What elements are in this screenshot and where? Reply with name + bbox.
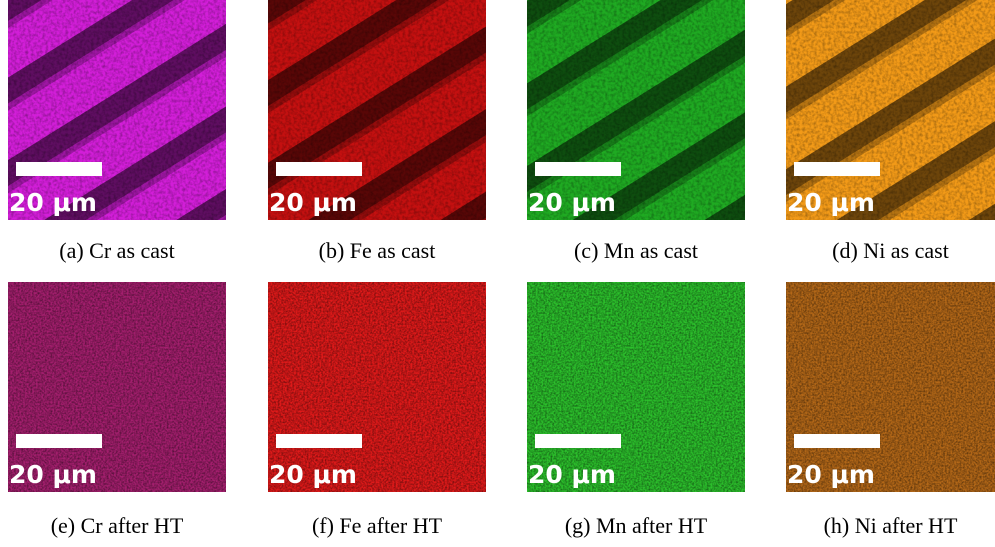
map-grain	[527, 282, 745, 492]
panel: 20 μm (f) Fe after HT	[268, 282, 486, 538]
panel: 20 μm (a) Cr as cast	[8, 0, 226, 263]
scale-bar-label: 20 μm	[9, 188, 97, 217]
map-grain	[527, 0, 745, 220]
caption: (b) Fe as cast	[319, 238, 436, 263]
scale-bar	[16, 434, 102, 448]
scale-bar-label: 20 μm	[269, 188, 357, 217]
scale-bar	[794, 434, 880, 448]
scale-bar-label: 20 μm	[787, 460, 875, 489]
scale-bar	[276, 162, 362, 176]
scale-bar	[535, 162, 621, 176]
caption: (d) Ni as cast	[832, 238, 949, 263]
scale-bar-label: 20 μm	[787, 188, 875, 217]
caption: (c) Mn as cast	[574, 238, 698, 263]
panel: 20 μm (e) Cr after HT	[8, 282, 226, 538]
map-grain	[268, 0, 486, 220]
caption: (h) Ni after HT	[824, 513, 958, 538]
scale-bar-label: 20 μm	[9, 460, 97, 489]
panel: 20 μm (b) Fe as cast	[268, 0, 486, 263]
caption: (g) Mn after HT	[565, 513, 708, 538]
panel: 20 μm (c) Mn as cast	[527, 0, 745, 263]
caption: (e) Cr after HT	[51, 513, 184, 538]
scale-bar	[276, 434, 362, 448]
caption: (a) Cr as cast	[59, 238, 174, 263]
caption: (f) Fe after HT	[312, 513, 443, 538]
map-grain	[8, 0, 226, 220]
map-grain	[268, 282, 486, 492]
panel: 20 μm (h) Ni after HT	[786, 282, 995, 538]
scale-bar	[535, 434, 621, 448]
scale-bar-label: 20 μm	[528, 460, 616, 489]
panel: 20 μm (g) Mn after HT	[527, 282, 745, 538]
scale-bar	[16, 162, 102, 176]
panel: 20 μm (d) Ni as cast	[786, 0, 995, 263]
scale-bar	[794, 162, 880, 176]
scale-bar-label: 20 μm	[269, 460, 357, 489]
map-grain	[786, 282, 995, 492]
scale-bar-label: 20 μm	[528, 188, 616, 217]
map-grain	[786, 0, 995, 220]
map-grain	[8, 282, 226, 492]
